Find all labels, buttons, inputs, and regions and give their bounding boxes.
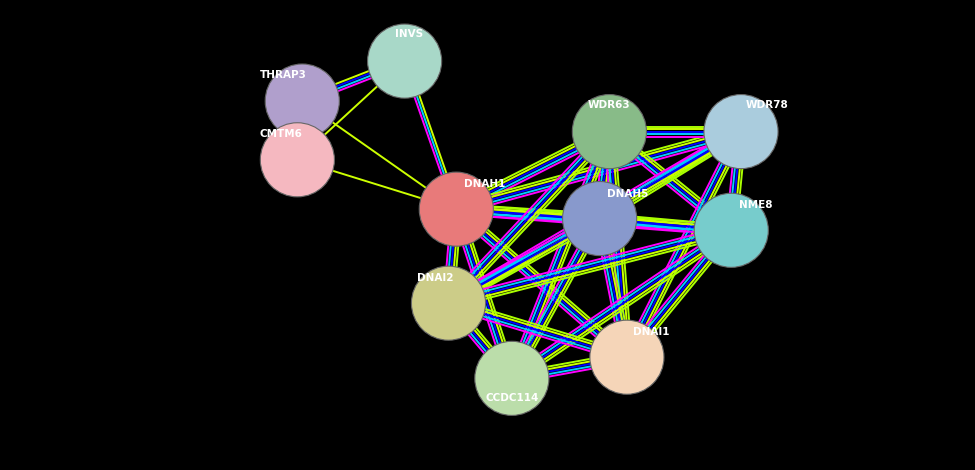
Ellipse shape [265, 64, 339, 138]
Text: CCDC114: CCDC114 [486, 393, 538, 403]
Text: NME8: NME8 [739, 200, 772, 210]
Text: CMTM6: CMTM6 [259, 129, 302, 139]
Text: WDR78: WDR78 [746, 100, 789, 110]
Ellipse shape [704, 94, 778, 169]
Text: INVS: INVS [396, 30, 423, 39]
Text: DNAH1: DNAH1 [464, 180, 505, 189]
Text: WDR63: WDR63 [588, 100, 631, 110]
Text: DNAH5: DNAH5 [607, 189, 648, 199]
Ellipse shape [411, 266, 486, 340]
Ellipse shape [368, 24, 442, 98]
Ellipse shape [694, 193, 768, 267]
Ellipse shape [260, 123, 334, 197]
Ellipse shape [475, 341, 549, 415]
Ellipse shape [419, 172, 493, 246]
Ellipse shape [590, 320, 664, 394]
Ellipse shape [572, 94, 646, 169]
Ellipse shape [563, 181, 637, 256]
Text: DNAI2: DNAI2 [417, 274, 453, 283]
Text: DNAI1: DNAI1 [633, 328, 669, 337]
Text: THRAP3: THRAP3 [260, 70, 307, 80]
